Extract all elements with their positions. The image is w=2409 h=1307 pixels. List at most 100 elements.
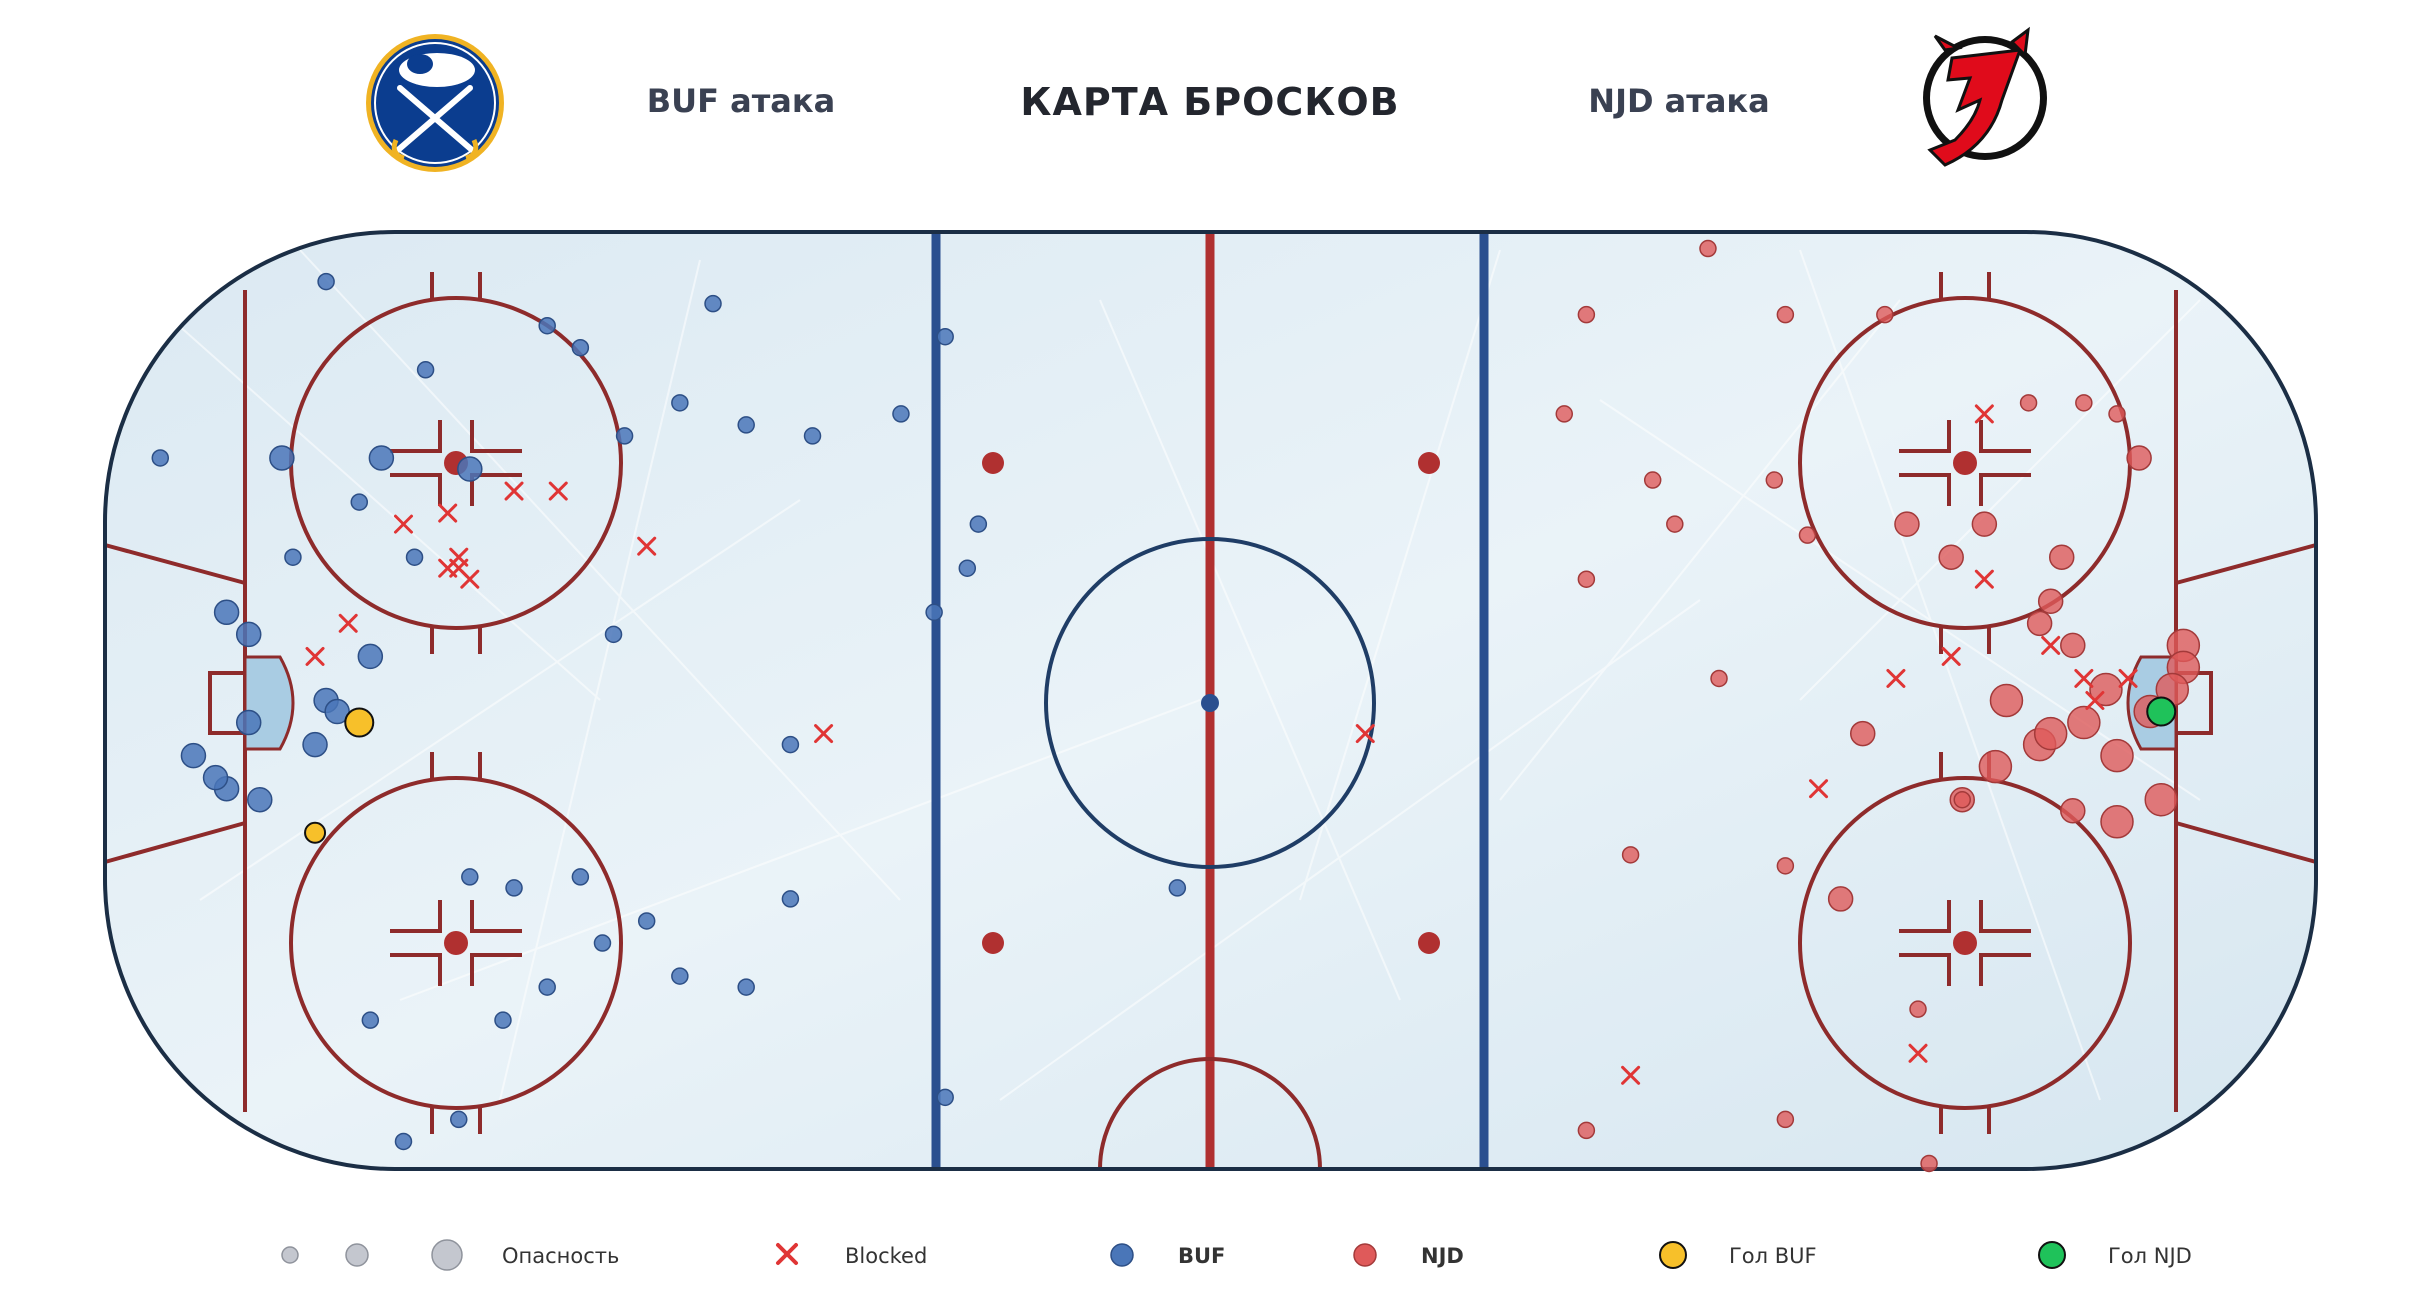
blocked-shot	[2074, 668, 2094, 688]
buf-shot	[235, 621, 262, 648]
njd-shot	[1577, 1121, 1596, 1140]
njd-shot	[2037, 588, 2064, 615]
blocked-shot	[1941, 646, 1961, 666]
buf-shot	[247, 786, 273, 813]
njd-shot	[1577, 570, 1596, 588]
blocked-shot	[548, 481, 568, 501]
njd-shot	[2075, 394, 2093, 412]
buf-shot	[936, 327, 954, 346]
njd-shot	[1971, 511, 1998, 537]
njd-shot	[1577, 305, 1596, 324]
buf-shot	[461, 868, 479, 886]
njd-shot	[1699, 239, 1717, 258]
buf-shot	[781, 735, 800, 754]
buf-shot	[936, 1088, 954, 1107]
blocked-shot	[438, 503, 458, 523]
blocked-shot	[338, 613, 358, 633]
njd-shot	[1938, 544, 1964, 570]
buf-shot	[571, 338, 590, 357]
buf-shot	[317, 272, 335, 291]
njd-shot	[1894, 511, 1920, 537]
buf-shot	[538, 978, 556, 996]
blocked-shot	[1974, 569, 1994, 589]
njd-shot	[2060, 632, 2086, 659]
blocked-shot	[2118, 668, 2138, 688]
njd-shot	[2067, 705, 2101, 740]
blocked-shot	[2085, 691, 2105, 710]
buf-shot	[781, 890, 800, 908]
njd-shot	[1989, 683, 2024, 718]
njd-shot	[1876, 305, 1894, 324]
buf-shot	[958, 559, 977, 577]
buf-shot	[704, 294, 722, 313]
buf-shot	[405, 548, 424, 566]
njd-shot	[1666, 515, 1684, 533]
njd-shot	[1643, 471, 1662, 489]
left-attack-label: BUF атака	[647, 82, 835, 120]
buf-shot	[269, 445, 295, 471]
buf-shot	[637, 912, 656, 930]
buf-shot	[671, 394, 689, 412]
njd-shot	[1710, 669, 1728, 688]
buf-shot	[671, 967, 689, 985]
njd-shot	[1621, 846, 1640, 864]
njd-shot	[1909, 1000, 1927, 1018]
buf-shot	[368, 445, 395, 471]
chart-title: КАРТА БРОСКОВ	[1020, 80, 1399, 124]
njd-goal	[2146, 696, 2177, 727]
buf-shot	[593, 934, 612, 952]
njd-shot	[2048, 544, 2075, 570]
buf-shot	[892, 405, 910, 423]
blocked-shot	[438, 558, 458, 578]
legend-goal-njd-label: Гол NJD	[2108, 1244, 2192, 1268]
buf-goal	[344, 707, 375, 738]
right-attack-label: NJD атака	[1588, 82, 1769, 120]
buf-shot	[151, 449, 170, 467]
buf-shot	[538, 316, 556, 335]
buf-shot	[361, 1011, 380, 1029]
buf-shot	[235, 709, 262, 736]
buf-shot	[615, 427, 634, 445]
buf-shot	[350, 493, 369, 511]
njd-shot	[2060, 797, 2086, 824]
njd-shot	[1776, 1110, 1795, 1129]
buf-shot	[737, 416, 755, 434]
njd-shot	[2019, 394, 2038, 412]
rink	[103, 230, 2318, 1171]
njd-logo	[1923, 26, 2047, 167]
blocked-shot	[1355, 724, 1375, 744]
njd-shot	[2144, 782, 2178, 817]
buf-goal	[304, 821, 327, 844]
legend-blocked-label: Blocked	[845, 1244, 927, 1268]
buf-shot	[803, 427, 822, 445]
njd-shot	[1555, 405, 1574, 423]
blocked-shot	[1809, 779, 1829, 799]
blocked-shot	[814, 724, 834, 744]
njd-shot	[1798, 526, 1817, 544]
legend-size-small	[281, 1246, 299, 1264]
njd-shot	[2108, 405, 2126, 423]
buf-shot	[357, 643, 384, 670]
njd-shot	[1978, 749, 2013, 784]
buf-shot	[604, 625, 623, 644]
blocked-shot	[1886, 668, 1906, 688]
legend-blocked-icon	[776, 1243, 798, 1265]
buf-shot	[284, 548, 302, 566]
blocked-shot	[637, 536, 657, 556]
buf-shot	[494, 1011, 512, 1029]
blocked-shot	[504, 481, 524, 501]
buf-shot	[925, 603, 943, 622]
blocked-shot	[305, 646, 325, 666]
legend-buf-marker	[1110, 1243, 1134, 1267]
legend-goal-buf-label: Гол BUF	[1729, 1244, 1817, 1268]
blocked-shot	[393, 514, 413, 534]
njd-shot	[2033, 716, 2068, 751]
buf-shot	[213, 599, 240, 626]
ice-scratches	[149, 249, 2201, 1101]
legend-size-large	[431, 1239, 463, 1271]
buf-shot	[302, 731, 328, 758]
buf-shot	[505, 879, 523, 897]
njd-shot	[1776, 857, 1795, 875]
legend-goal-buf-marker	[1659, 1241, 1687, 1269]
